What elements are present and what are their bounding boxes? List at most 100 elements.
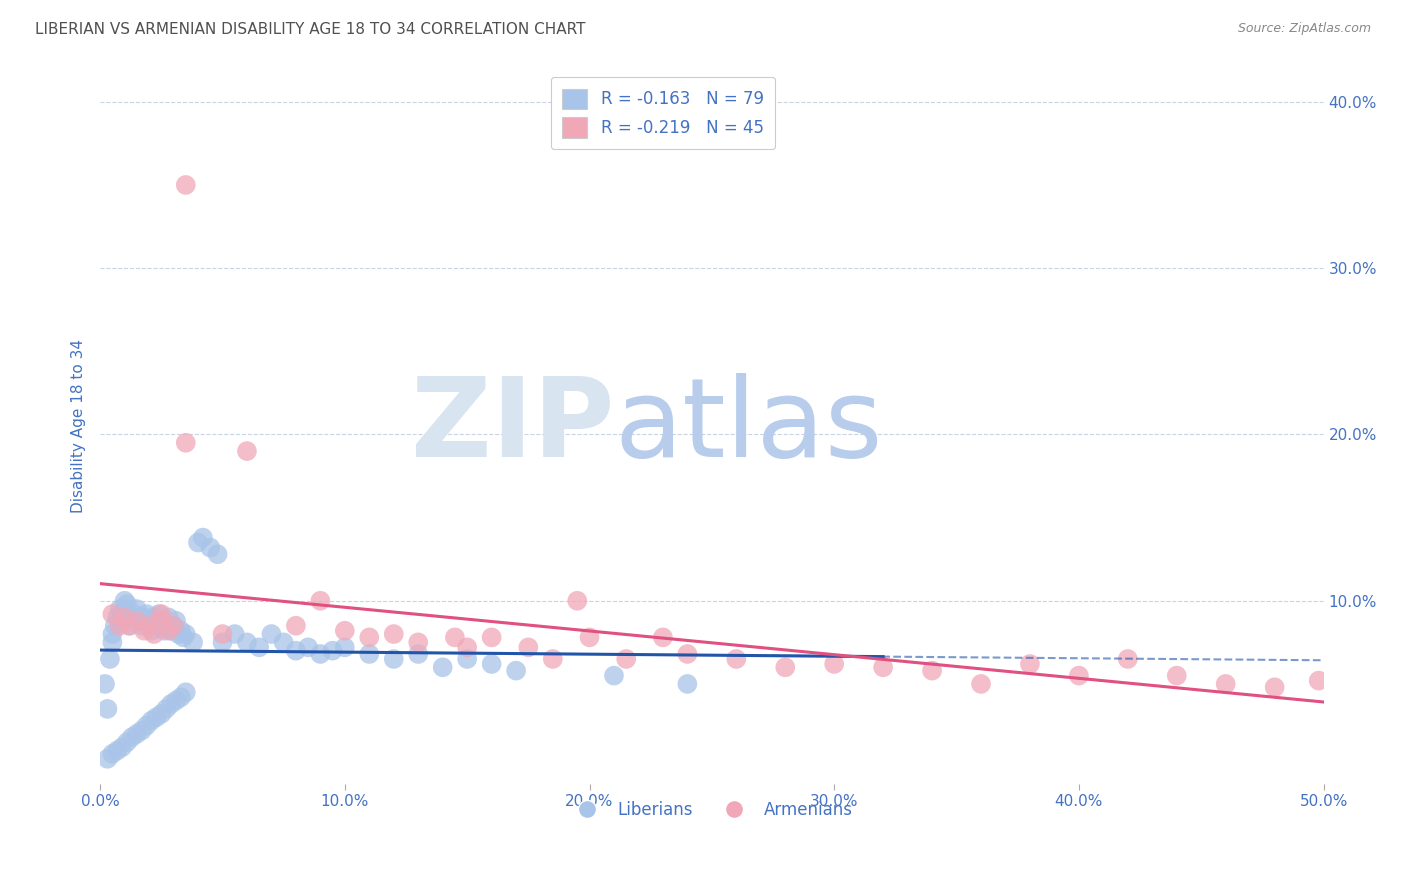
Point — [165, 693, 187, 707]
Point — [1215, 677, 1237, 691]
Point — [236, 444, 259, 458]
Point — [382, 652, 405, 666]
Point — [131, 618, 153, 632]
Point — [236, 635, 259, 649]
Point — [578, 631, 600, 645]
Point — [406, 635, 429, 649]
Point — [211, 635, 233, 649]
Point — [247, 640, 270, 655]
Text: ZIP: ZIP — [411, 373, 614, 480]
Point — [135, 607, 157, 621]
Point — [456, 652, 478, 666]
Text: LIBERIAN VS ARMENIAN DISABILITY AGE 18 TO 34 CORRELATION CHART: LIBERIAN VS ARMENIAN DISABILITY AGE 18 T… — [35, 22, 586, 37]
Point — [297, 640, 319, 655]
Point — [200, 541, 222, 555]
Point — [160, 624, 183, 638]
Point — [382, 627, 405, 641]
Point — [143, 610, 166, 624]
Point — [111, 607, 134, 621]
Point — [517, 640, 540, 655]
Point — [823, 657, 845, 671]
Point — [121, 730, 143, 744]
Point — [181, 635, 204, 649]
Point — [273, 635, 295, 649]
Point — [135, 718, 157, 732]
Point — [131, 723, 153, 738]
Point — [284, 618, 307, 632]
Point — [481, 631, 503, 645]
Point — [96, 752, 118, 766]
Point — [98, 652, 121, 666]
Point — [128, 614, 150, 628]
Point — [143, 627, 166, 641]
Point — [651, 631, 673, 645]
Point — [150, 706, 173, 721]
Point — [101, 635, 124, 649]
Point — [124, 607, 146, 621]
Point — [333, 640, 356, 655]
Point — [145, 618, 167, 632]
Point — [284, 643, 307, 657]
Point — [145, 710, 167, 724]
Point — [224, 627, 246, 641]
Point — [309, 594, 332, 608]
Point — [150, 607, 173, 621]
Point — [157, 624, 180, 638]
Point — [191, 531, 214, 545]
Point — [1067, 668, 1090, 682]
Point — [322, 643, 344, 657]
Point — [676, 647, 699, 661]
Point — [104, 618, 127, 632]
Point — [170, 690, 193, 705]
Point — [167, 627, 190, 641]
Point — [118, 618, 141, 632]
Point — [134, 624, 156, 638]
Point — [108, 618, 131, 632]
Point — [309, 647, 332, 661]
Point — [152, 624, 174, 638]
Point — [105, 610, 128, 624]
Point — [157, 610, 180, 624]
Point — [125, 727, 148, 741]
Point — [114, 610, 136, 624]
Point — [155, 618, 177, 632]
Point — [160, 697, 183, 711]
Point — [138, 618, 160, 632]
Point — [970, 677, 993, 691]
Point — [432, 660, 454, 674]
Point — [162, 618, 184, 632]
Point — [101, 627, 124, 641]
Point — [1019, 657, 1042, 671]
Point — [567, 594, 589, 608]
Point — [725, 652, 748, 666]
Point — [614, 652, 637, 666]
Point — [541, 652, 564, 666]
Point — [111, 740, 134, 755]
Point — [115, 735, 138, 749]
Point — [108, 614, 131, 628]
Legend: Liberians, Armenians: Liberians, Armenians — [564, 794, 860, 825]
Point — [150, 614, 173, 628]
Point — [174, 178, 197, 192]
Point — [125, 614, 148, 628]
Point — [260, 627, 283, 641]
Point — [406, 647, 429, 661]
Point — [165, 614, 187, 628]
Point — [150, 614, 173, 628]
Point — [174, 685, 197, 699]
Text: Source: ZipAtlas.com: Source: ZipAtlas.com — [1237, 22, 1371, 36]
Point — [1116, 652, 1139, 666]
Point — [775, 660, 797, 674]
Point — [505, 664, 527, 678]
Point — [121, 610, 143, 624]
Point — [141, 624, 163, 638]
Point — [187, 535, 209, 549]
Point — [134, 610, 156, 624]
Point — [174, 435, 197, 450]
Point — [170, 624, 193, 638]
Point — [456, 640, 478, 655]
Point — [155, 702, 177, 716]
Point — [108, 602, 131, 616]
Point — [115, 597, 138, 611]
Point — [114, 602, 136, 616]
